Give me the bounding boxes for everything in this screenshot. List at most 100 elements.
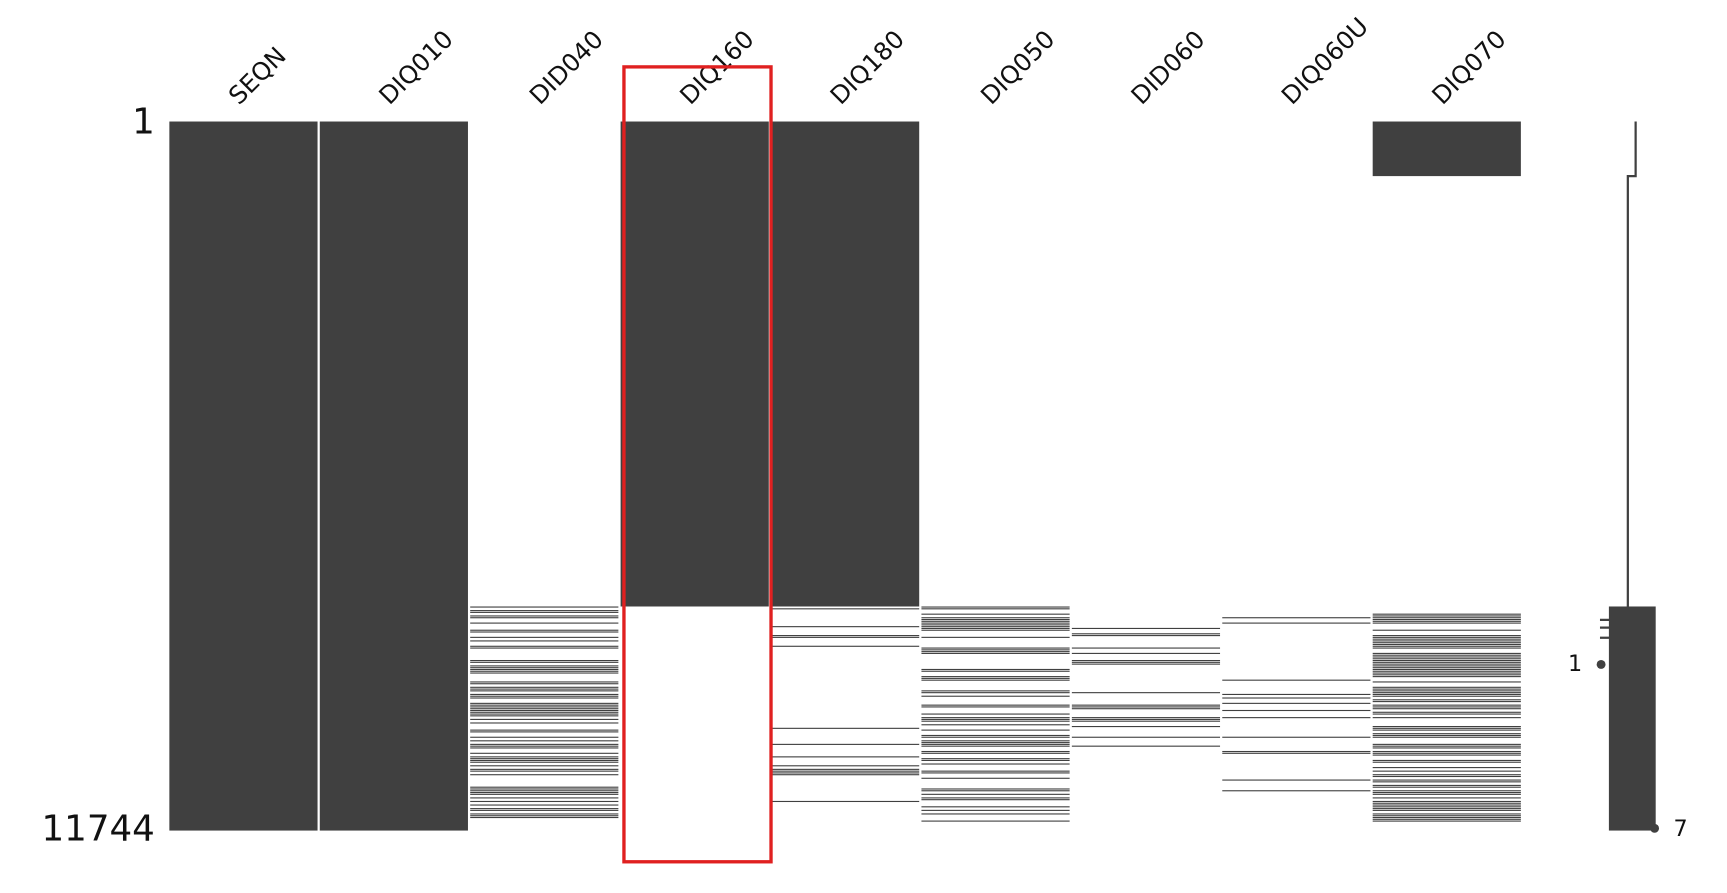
present-stripe: [921, 668, 1070, 671]
present-stripe: [470, 702, 619, 704]
present-stripe: [921, 704, 1070, 706]
present-stripe: [470, 615, 619, 617]
present-stripe: [1372, 725, 1521, 728]
present-stripe: [1372, 793, 1521, 795]
present-stripe: [1372, 779, 1521, 781]
present-stripe: [1372, 704, 1521, 706]
present-stripe: [771, 768, 920, 770]
present-stripe: [1372, 620, 1521, 622]
column-label: DIQ010: [373, 24, 459, 110]
present-stripe: [470, 808, 619, 810]
present-stripe: [921, 706, 1070, 708]
present-stripe: [470, 688, 619, 690]
present-stripe: [1071, 633, 1221, 635]
present-stripe: [470, 722, 619, 724]
present-stripe: [921, 770, 1070, 772]
present-stripe: [1222, 790, 1371, 792]
sparkline-max-label: 7: [1674, 816, 1688, 842]
present-stripe: [1372, 636, 1521, 638]
present-stripe: [1372, 695, 1521, 697]
present-stripe: [470, 743, 619, 745]
present-stripe: [470, 752, 619, 754]
present-stripe: [1372, 775, 1521, 778]
present-stripe: [921, 718, 1070, 720]
present-stripe: [1071, 717, 1221, 719]
present-stripe: [1372, 752, 1521, 754]
present-stripe: [470, 759, 619, 762]
present-stripe: [1071, 661, 1221, 663]
present-stripe: [1372, 813, 1521, 815]
present-stripe: [1372, 743, 1521, 745]
present-stripe: [1372, 670, 1521, 672]
present-stripe: [470, 761, 619, 763]
present-stripe: [1372, 761, 1521, 763]
present-stripe: [921, 734, 1070, 737]
present-stripe: [1372, 638, 1521, 640]
present-stripe: [1372, 708, 1521, 710]
present-stripe: [470, 606, 619, 608]
present-stripe: [1071, 745, 1221, 747]
present-stripe: [1372, 750, 1521, 753]
present-stripe: [921, 717, 1070, 719]
present-stripe: [1071, 663, 1221, 665]
present-stripe: [921, 679, 1070, 681]
present-stripe: [470, 804, 619, 806]
present-stripe: [1372, 645, 1521, 647]
present-stripe: [470, 797, 619, 799]
present-block: [771, 121, 920, 607]
present-stripe: [1372, 808, 1521, 810]
present-stripe: [921, 649, 1070, 651]
present-stripe: [1071, 725, 1221, 728]
column-label: DIQ180: [824, 24, 910, 110]
highlight-box: [622, 65, 773, 864]
present-stripe: [1372, 784, 1521, 786]
present-stripe: [771, 765, 920, 767]
present-stripe: [470, 815, 619, 817]
present-stripe: [470, 768, 619, 770]
present-stripe: [1372, 736, 1521, 738]
present-stripe: [1372, 754, 1521, 756]
present-stripe: [1372, 663, 1521, 665]
present-stripe: [1222, 697, 1371, 699]
present-stripe: [921, 692, 1070, 694]
present-stripe: [1222, 679, 1371, 681]
present-stripe: [921, 736, 1070, 738]
present-stripe: [1071, 708, 1221, 710]
present-stripe: [921, 690, 1070, 692]
present-stripe: [1372, 674, 1521, 676]
present-stripe: [1372, 617, 1521, 619]
present-stripe: [1372, 820, 1521, 822]
present-stripe: [921, 763, 1070, 765]
present-stripe: [771, 635, 920, 637]
present-stripe: [921, 752, 1070, 754]
sparkline: [1626, 121, 1637, 607]
present-stripe: [470, 708, 619, 710]
present-stripe: [921, 720, 1070, 722]
present-stripe: [470, 695, 619, 697]
present-stripe: [921, 750, 1070, 753]
present-stripe: [470, 706, 619, 708]
present-stripe: [1372, 658, 1521, 660]
present-stripe: [470, 690, 619, 692]
present-stripe: [470, 668, 619, 671]
present-stripe: [921, 772, 1070, 774]
present-stripe: [1372, 791, 1521, 794]
present-stripe: [1372, 615, 1521, 617]
present-stripe: [921, 813, 1070, 815]
present-stripe: [470, 683, 619, 685]
present-stripe: [921, 729, 1070, 731]
present-stripe: [470, 813, 619, 815]
column-label: DIQ060U: [1276, 12, 1374, 110]
present-stripe: [1372, 790, 1521, 792]
present-stripe: [1372, 672, 1521, 674]
present-stripe: [921, 622, 1070, 624]
present-stripe: [921, 652, 1070, 654]
present-stripe: [1372, 665, 1521, 667]
sparkline-block: [1608, 606, 1656, 831]
present-stripe: [470, 611, 619, 613]
present-block: [1372, 121, 1521, 177]
present-stripe: [1071, 718, 1221, 720]
present-stripe: [1372, 701, 1521, 703]
present-stripe: [1372, 647, 1521, 649]
sparkline-max-dot: [1650, 823, 1660, 833]
